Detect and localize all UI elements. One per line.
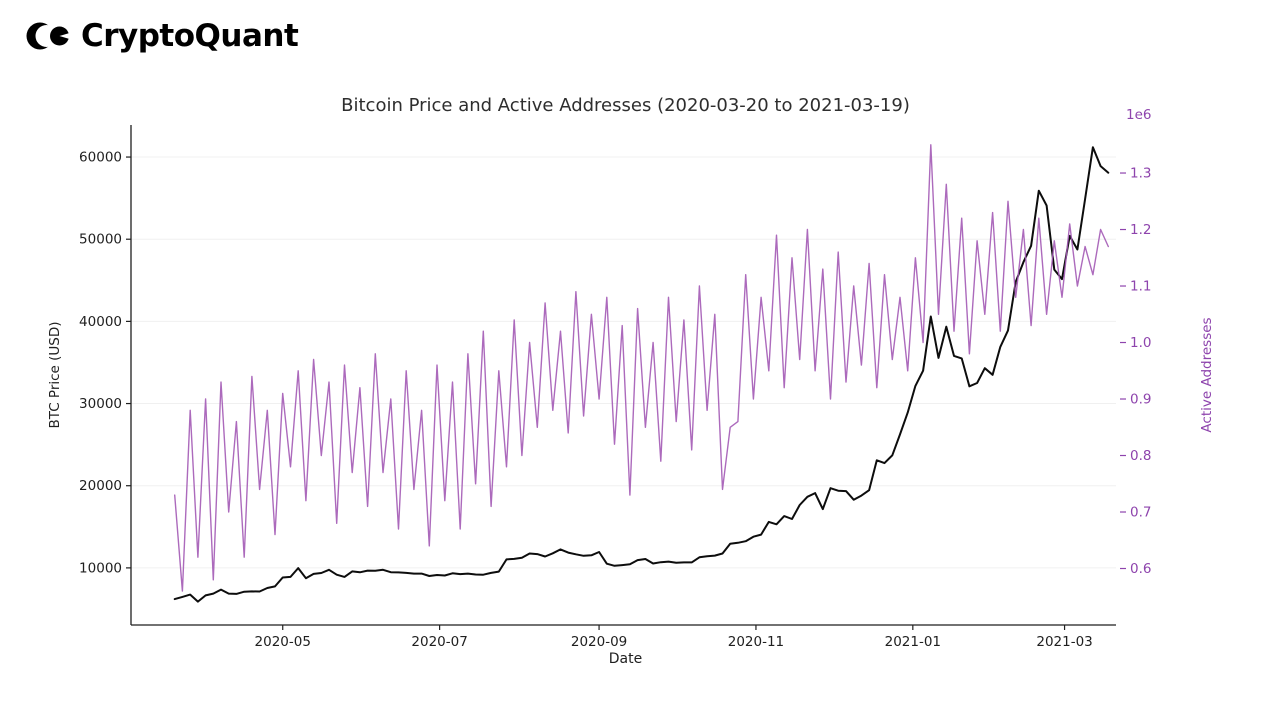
y-axis-label-right: Active Addresses — [1199, 317, 1215, 433]
svg-text:20000: 20000 — [79, 478, 122, 494]
svg-text:2020-07: 2020-07 — [411, 634, 467, 650]
svg-text:0.7: 0.7 — [1130, 505, 1151, 521]
svg-text:2020-09: 2020-09 — [571, 634, 627, 650]
chart-canvas: 10000 20000 30000 40000 50000 60000 2020-05 202… — [79, 125, 1151, 650]
svg-text:1.1: 1.1 — [1130, 279, 1151, 295]
y-axis-label-left: BTC Price (USD) — [47, 321, 63, 429]
cryptoquant-logo-icon — [26, 18, 72, 54]
brand-name: CryptoQuant — [81, 18, 299, 54]
brand-header: CryptoQuant — [26, 16, 299, 56]
chart-title: Bitcoin Price and Active Addresses (2020… — [341, 95, 910, 116]
svg-text:2020-11: 2020-11 — [728, 634, 784, 650]
right-axis-multiplier: 1e6 — [1126, 107, 1152, 123]
svg-text:10000: 10000 — [79, 560, 122, 576]
svg-text:2021-03: 2021-03 — [1036, 634, 1092, 650]
svg-text:60000: 60000 — [79, 150, 122, 166]
svg-text:2021-01: 2021-01 — [885, 634, 941, 650]
svg-text:0.9: 0.9 — [1130, 392, 1151, 408]
svg-text:30000: 30000 — [79, 396, 122, 412]
svg-text:1.2: 1.2 — [1130, 222, 1151, 238]
svg-text:1.3: 1.3 — [1130, 166, 1151, 182]
svg-text:1.0: 1.0 — [1130, 335, 1151, 351]
svg-text:0.8: 0.8 — [1130, 448, 1151, 464]
x-axis-label: Date — [608, 651, 643, 667]
svg-text:2020-05: 2020-05 — [255, 634, 311, 650]
svg-text:0.6: 0.6 — [1130, 561, 1151, 577]
svg-text:50000: 50000 — [79, 232, 122, 248]
svg-text:40000: 40000 — [79, 314, 122, 330]
chart: 10000 20000 30000 40000 50000 60000 2020-05 202… — [0, 70, 1280, 720]
